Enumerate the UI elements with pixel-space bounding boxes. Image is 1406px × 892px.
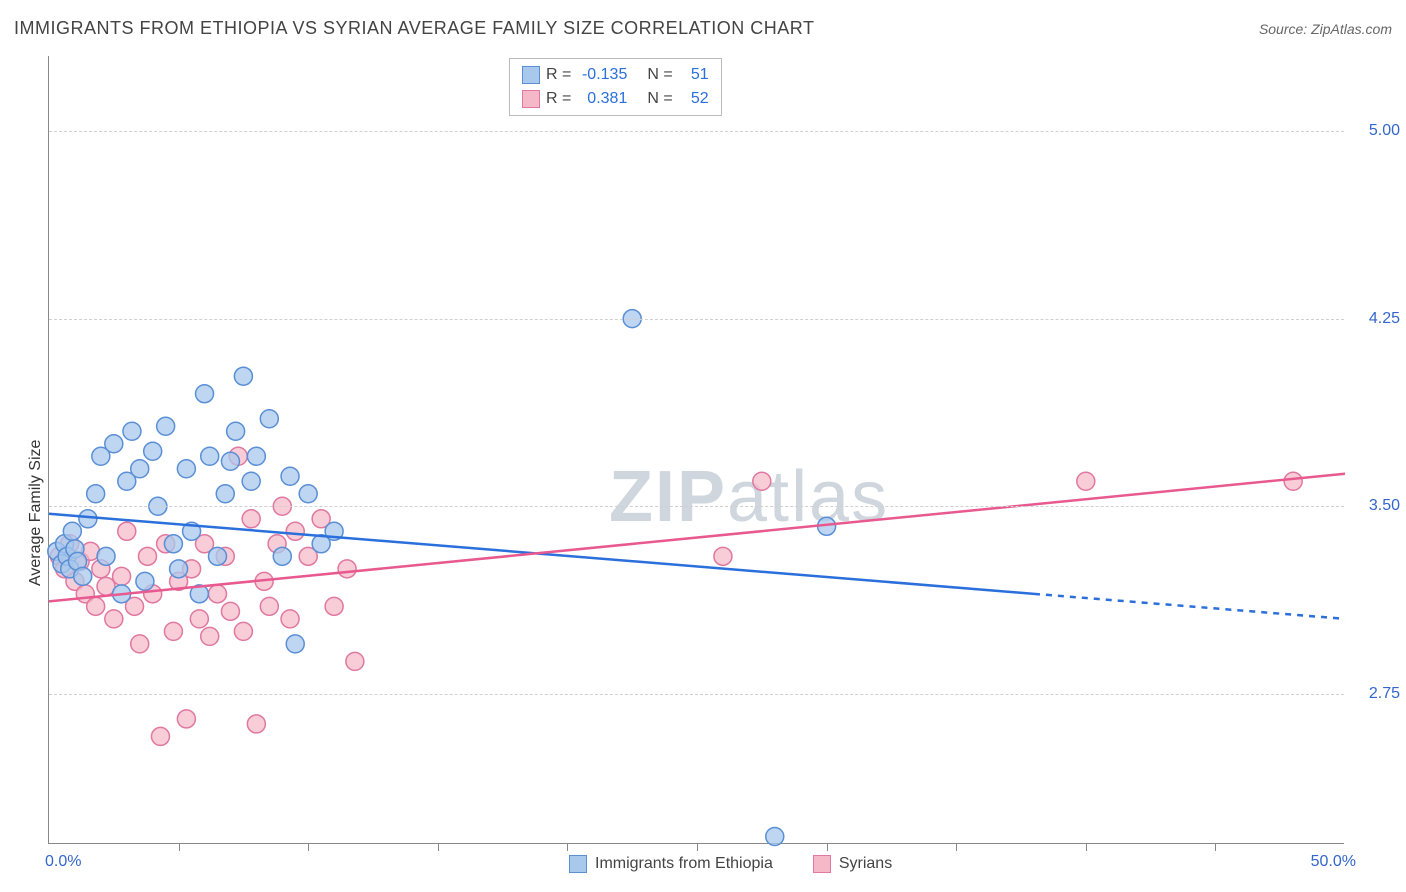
n-label: N = xyxy=(647,90,672,108)
gridline xyxy=(49,319,1344,320)
gridline xyxy=(49,506,1344,507)
source-prefix: Source: xyxy=(1259,21,1311,37)
gridline xyxy=(49,131,1344,132)
swatch-syrians xyxy=(813,855,831,873)
swatch-syrians xyxy=(522,90,540,108)
x-tick xyxy=(567,843,568,851)
source-attribution: Source: ZipAtlas.com xyxy=(1259,21,1392,37)
source-name: ZipAtlas.com xyxy=(1311,21,1392,37)
swatch-ethiopia xyxy=(522,66,540,84)
series-label-ethiopia: Immigrants from Ethiopia xyxy=(595,855,773,873)
n-value-ethiopia: 51 xyxy=(679,66,709,84)
r-value-syrians: 0.381 xyxy=(577,90,627,108)
x-tick xyxy=(1086,843,1087,851)
y-tick-label: 2.75 xyxy=(1352,685,1400,703)
legend-item-syrians: Syrians xyxy=(813,855,892,873)
legend-item-ethiopia: Immigrants from Ethiopia xyxy=(569,855,773,873)
y-tick-label: 3.50 xyxy=(1352,497,1400,515)
series-legend: Immigrants from Ethiopia Syrians xyxy=(569,855,892,873)
legend-row-ethiopia: R = -0.135 N = 51 xyxy=(522,63,709,87)
y-tick-label: 5.00 xyxy=(1352,122,1400,140)
y-axis-title: Average Family Size xyxy=(27,440,45,586)
legend-row-syrians: R = 0.381 N = 52 xyxy=(522,87,709,111)
correlation-legend: R = -0.135 N = 51 R = 0.381 N = 52 xyxy=(509,58,722,116)
r-value-ethiopia: -0.135 xyxy=(577,66,627,84)
n-label: N = xyxy=(647,66,672,84)
swatch-ethiopia xyxy=(569,855,587,873)
x-axis-max-label: 50.0% xyxy=(1311,853,1356,871)
plot-area: ZIPatlas Average Family Size 0.0% 50.0% … xyxy=(48,56,1344,844)
gridline xyxy=(49,694,1344,695)
y-tick-label: 4.25 xyxy=(1352,310,1400,328)
x-tick xyxy=(697,843,698,851)
chart-title: IMMIGRANTS FROM ETHIOPIA VS SYRIAN AVERA… xyxy=(14,18,814,39)
r-label: R = xyxy=(546,90,571,108)
chart-header: IMMIGRANTS FROM ETHIOPIA VS SYRIAN AVERA… xyxy=(14,18,1392,39)
series-label-syrians: Syrians xyxy=(839,855,892,873)
r-label: R = xyxy=(546,66,571,84)
x-tick xyxy=(308,843,309,851)
x-axis-min-label: 0.0% xyxy=(45,853,81,871)
x-tick xyxy=(827,843,828,851)
x-tick xyxy=(438,843,439,851)
x-tick xyxy=(179,843,180,851)
x-tick xyxy=(956,843,957,851)
x-tick xyxy=(1215,843,1216,851)
n-value-syrians: 52 xyxy=(679,90,709,108)
chart-svg xyxy=(49,56,1344,843)
